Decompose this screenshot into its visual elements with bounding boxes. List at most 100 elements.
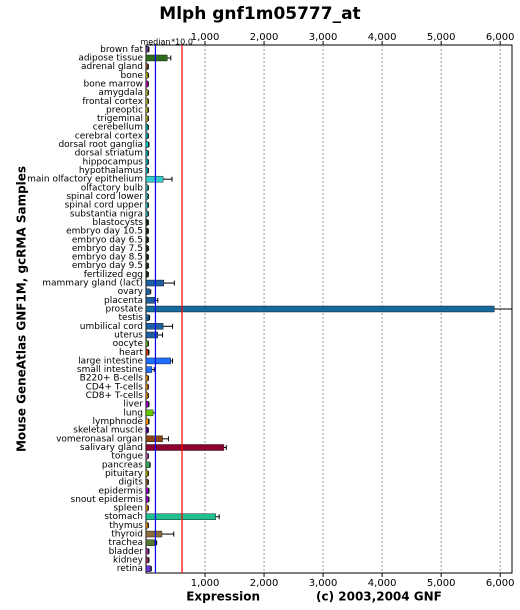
category-label: vomeronasal organ bbox=[56, 434, 143, 444]
category-label: amygdala bbox=[98, 88, 143, 98]
category-label: dorsal striatum bbox=[75, 149, 143, 159]
bar bbox=[145, 210, 148, 217]
y-axis-label: Mouse GeneAtlas GNF1M, gcRMA Samples bbox=[15, 166, 29, 452]
bar bbox=[145, 375, 148, 382]
category-label: embryo day 8.5 bbox=[72, 253, 143, 263]
bar bbox=[145, 323, 164, 330]
bar bbox=[145, 556, 149, 564]
bar bbox=[145, 452, 148, 460]
bar bbox=[145, 80, 148, 88]
category-label: blastocysts bbox=[92, 218, 143, 228]
category-label: salivary gland bbox=[80, 443, 143, 453]
bar bbox=[145, 418, 149, 425]
bar bbox=[145, 193, 148, 200]
bar bbox=[145, 141, 149, 148]
category-label: bone marrow bbox=[83, 79, 143, 89]
x-tick-label: 1,000 bbox=[191, 32, 220, 43]
category-label: main olfactory epithelium bbox=[27, 175, 143, 185]
category-label: dorsal root ganglia bbox=[58, 140, 143, 150]
bar bbox=[145, 444, 225, 451]
category-label: retina bbox=[117, 564, 143, 574]
category-label: frontal cortex bbox=[82, 97, 143, 107]
x-tick-label: 2,000 bbox=[250, 578, 279, 589]
bar bbox=[145, 219, 148, 226]
bar bbox=[145, 184, 148, 192]
bar bbox=[145, 253, 148, 261]
category-label: skeletal muscle bbox=[73, 426, 143, 436]
x-tick-label: 5,000 bbox=[427, 32, 456, 43]
category-label: ovary bbox=[118, 287, 144, 297]
bar bbox=[145, 435, 163, 443]
x-axis-label: Expression bbox=[186, 590, 260, 604]
bar bbox=[145, 522, 148, 529]
bar bbox=[145, 132, 148, 140]
bar bbox=[145, 72, 148, 79]
category-label: epidermis bbox=[99, 486, 144, 496]
category-label: embryo day 7.5 bbox=[72, 244, 143, 254]
bar bbox=[145, 401, 149, 408]
category-label: mammary gland (lact) bbox=[42, 279, 143, 289]
category-label: adrenal gland bbox=[81, 62, 143, 72]
bar bbox=[145, 357, 171, 365]
x-tick-label: 6,000 bbox=[486, 32, 515, 43]
x-tick-label: 5,000 bbox=[427, 578, 456, 589]
category-label: pituitary bbox=[105, 469, 144, 479]
bar bbox=[145, 271, 148, 278]
bar bbox=[145, 54, 168, 62]
category-label: fertilized egg bbox=[84, 270, 143, 280]
category-label: thyroid bbox=[111, 530, 143, 540]
category-label: brown fat bbox=[100, 45, 143, 55]
category-label: placenta bbox=[104, 296, 143, 306]
category-label: liver bbox=[123, 400, 143, 410]
reference-label: median bbox=[140, 38, 170, 47]
bar bbox=[145, 314, 150, 321]
bar bbox=[145, 106, 148, 114]
bar bbox=[145, 409, 154, 417]
bar bbox=[145, 297, 156, 304]
bar bbox=[145, 262, 148, 269]
category-label: oocyte bbox=[113, 339, 144, 349]
category-label: adipose tissue bbox=[78, 53, 143, 63]
category-label: olfactory bulb bbox=[81, 183, 143, 193]
x-tick-label: 3,000 bbox=[309, 578, 338, 589]
bar bbox=[145, 349, 149, 356]
bar bbox=[145, 98, 148, 105]
x-tick-label: 4,000 bbox=[368, 578, 397, 589]
category-label: embryo day 6.5 bbox=[72, 235, 143, 245]
category-label: pancreas bbox=[102, 460, 143, 470]
bar bbox=[145, 236, 148, 243]
category-label: digits bbox=[118, 478, 143, 488]
category-label: bone bbox=[121, 71, 144, 81]
bar bbox=[145, 426, 148, 434]
category-label: umbilical cord bbox=[80, 322, 143, 332]
category-label: substantia nigra bbox=[70, 209, 143, 219]
category-label: embryo day 10.5 bbox=[66, 227, 143, 237]
x-tick-label: 1,000 bbox=[191, 578, 220, 589]
category-label: hypothalamus bbox=[79, 166, 143, 176]
category-label: preoptic bbox=[106, 105, 143, 115]
category-label: heart bbox=[119, 348, 143, 358]
category-label: lung bbox=[123, 408, 143, 418]
category-label: tongue bbox=[111, 452, 143, 462]
bar bbox=[145, 461, 150, 469]
bar bbox=[145, 392, 148, 399]
bar bbox=[145, 167, 148, 174]
category-label: lymphnode bbox=[93, 417, 144, 427]
bar bbox=[145, 89, 148, 96]
bar bbox=[145, 478, 148, 486]
bar bbox=[145, 245, 148, 252]
bar bbox=[145, 496, 149, 503]
category-label: B220+ B-cells bbox=[80, 374, 144, 384]
x-tick-label: 2,000 bbox=[250, 32, 279, 43]
category-label: bladder bbox=[109, 547, 144, 557]
category-label: hippocampus bbox=[83, 157, 144, 167]
category-label: testis bbox=[119, 313, 144, 323]
x-tick-label: 6,000 bbox=[486, 578, 515, 589]
bar bbox=[145, 513, 216, 520]
bar bbox=[145, 340, 148, 347]
category-label: cerebellum bbox=[93, 123, 143, 133]
bar bbox=[145, 565, 151, 572]
category-label: trachea bbox=[109, 538, 143, 548]
category-label: CD8+ T-cells bbox=[86, 391, 144, 401]
